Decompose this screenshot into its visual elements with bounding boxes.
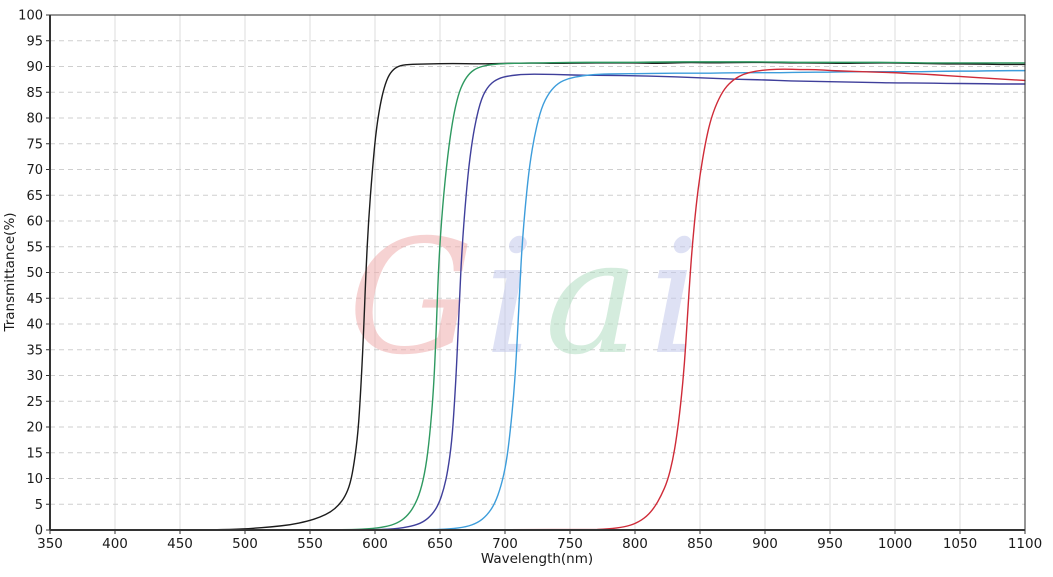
y-tick-label: 85 xyxy=(26,86,43,101)
y-tick-label: 35 xyxy=(26,343,43,358)
y-tick-label: 0 xyxy=(35,524,43,539)
x-tick-label: 950 xyxy=(817,536,843,552)
y-tick-label: 65 xyxy=(26,189,43,204)
x-tick-label: 400 xyxy=(102,536,128,552)
y-tick-label: 55 xyxy=(26,240,43,255)
curve-green-longpass xyxy=(49,61,1026,531)
x-tick-label: 450 xyxy=(167,536,193,552)
x-tick-label: 350 xyxy=(37,536,63,552)
y-tick-label: 95 xyxy=(26,34,43,49)
y-tick-label: 20 xyxy=(26,421,43,436)
curves-layer xyxy=(49,61,1026,531)
y-tick-label: 100 xyxy=(18,9,43,24)
y-tick-label: 80 xyxy=(26,112,43,127)
x-tick-label: 700 xyxy=(492,536,518,552)
x-tick-label: 750 xyxy=(557,536,583,552)
y-tick-label: 10 xyxy=(26,472,43,487)
axis-layer: 0 5 10 15 20 25 30 35 40 45 50 55 60 65 70 75 80 85 90 95 10… xyxy=(18,9,1042,553)
giai-watermark: Giai xyxy=(348,206,710,390)
y-tick-label: 25 xyxy=(26,395,43,410)
y-tick-label: 15 xyxy=(26,446,43,461)
x-tick-label: 600 xyxy=(362,536,388,552)
y-tick-label: 50 xyxy=(26,266,43,281)
x-tick-label: 1100 xyxy=(1008,536,1042,552)
x-tick-label: 850 xyxy=(687,536,713,552)
x-axis-title: Wavelength(nm) xyxy=(481,551,593,567)
y-tick-label: 40 xyxy=(26,318,43,333)
x-tick-label: 650 xyxy=(427,536,453,552)
x-tick-label: 500 xyxy=(232,536,258,552)
grid-layer xyxy=(49,14,1026,531)
y-tick-label: 30 xyxy=(26,369,43,384)
x-tick-label: 550 xyxy=(297,536,323,552)
y-tick-label: 70 xyxy=(26,163,43,178)
x-tick-label: 1000 xyxy=(878,536,912,552)
curve-darkblue-longpass xyxy=(49,73,1026,531)
x-tick-label: 900 xyxy=(752,536,778,552)
y-tick-label: 90 xyxy=(26,60,43,75)
y-tick-label: 45 xyxy=(26,292,43,307)
x-tick-label: 800 xyxy=(622,536,648,552)
x-tick-label: 1050 xyxy=(943,536,977,552)
y-tick-label: 75 xyxy=(26,137,43,152)
curve-red-longpass xyxy=(49,68,1026,531)
y-tick-label: 5 xyxy=(35,498,43,513)
y-axis-title: Transmittance(%) xyxy=(2,212,18,332)
y-tick-label: 60 xyxy=(26,215,43,230)
watermark-layer: Giai xyxy=(348,206,710,390)
